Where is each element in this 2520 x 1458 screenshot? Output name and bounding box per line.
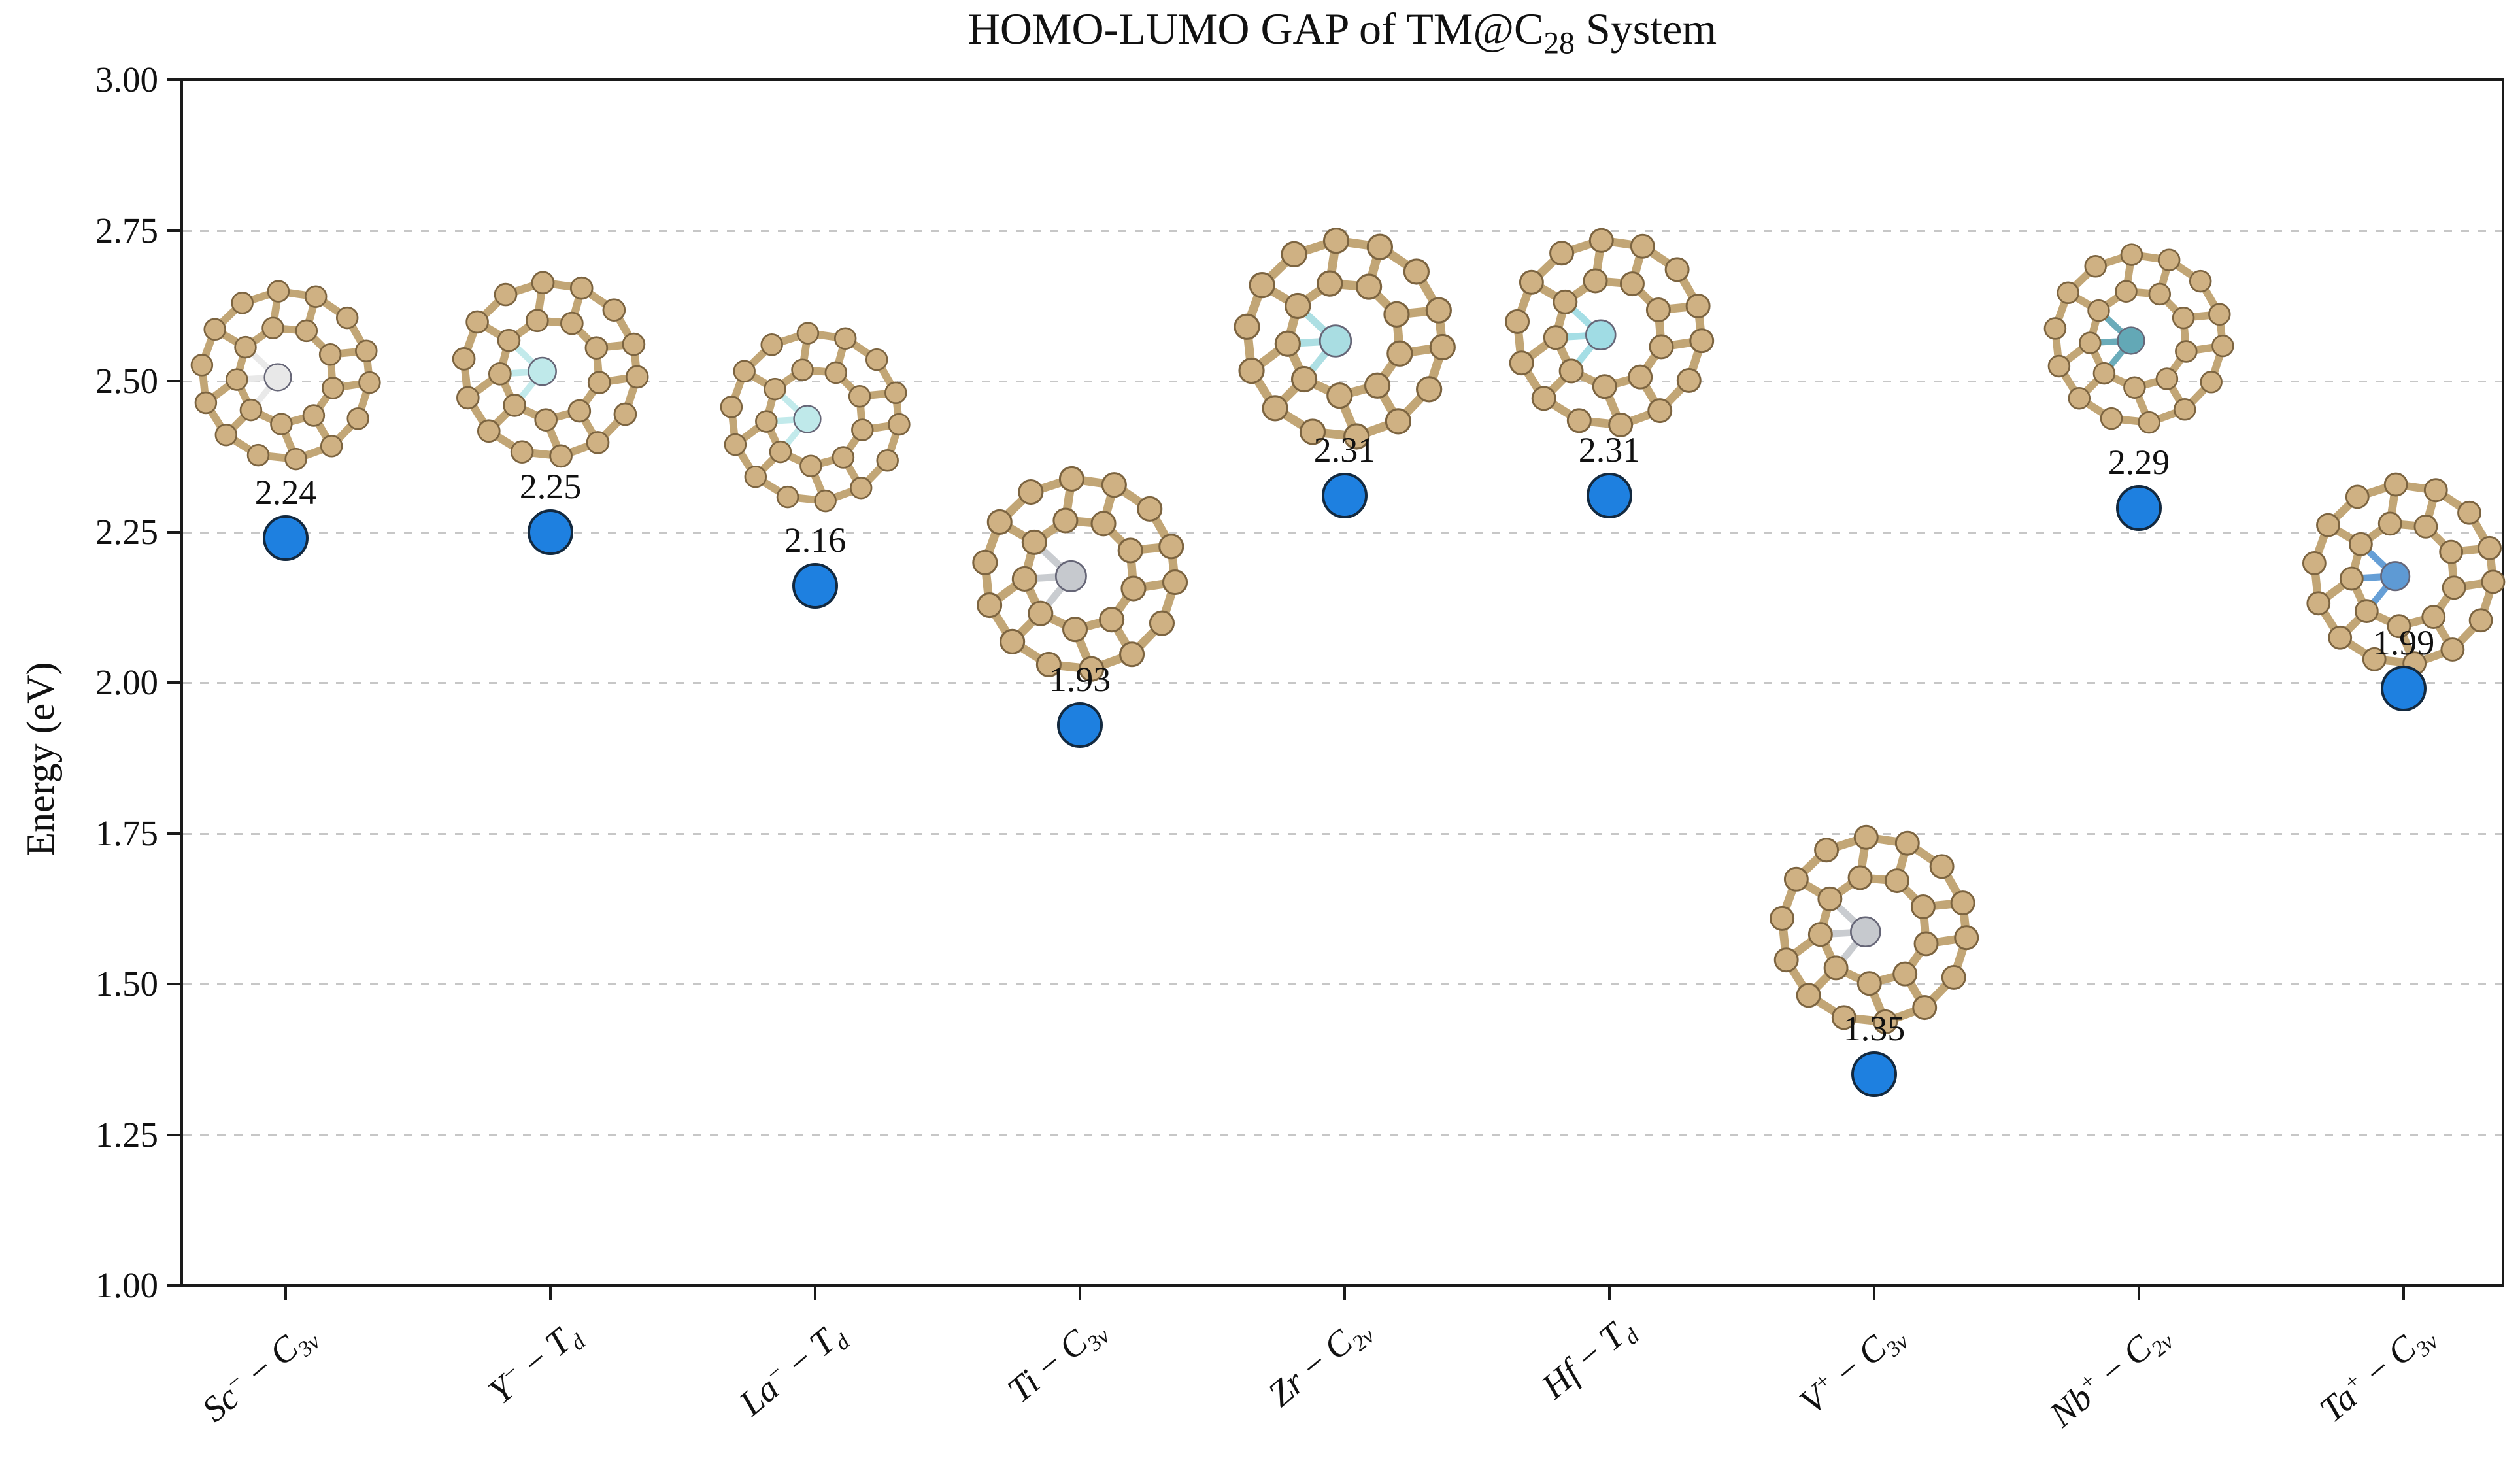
data-point-marker <box>2116 484 2162 531</box>
data-point-value-label: 2.25 <box>519 466 582 506</box>
data-point-marker <box>528 509 573 555</box>
molecule-structure <box>717 319 913 515</box>
molecule-structure <box>1502 225 1717 441</box>
molecule-structure <box>188 277 384 473</box>
data-point-marker <box>1851 1051 1897 1098</box>
y-tick-label: 1.75 <box>95 813 158 853</box>
gridline <box>183 531 2502 534</box>
x-tick-label: Ti − C3v <box>1000 1321 1115 1411</box>
y-tick-label: 1.00 <box>95 1265 158 1305</box>
gridline <box>183 682 2502 684</box>
chart-title: HOMO-LUMO GAP of TM@C28 System <box>182 3 2503 70</box>
data-point-marker <box>1587 473 1632 519</box>
molecule-structure <box>2041 241 2237 437</box>
x-tick-label: V+ − C3v <box>1792 1327 1914 1422</box>
data-point-value-label: 2.31 <box>1313 430 1376 470</box>
y-tick <box>167 983 180 985</box>
x-tick-label: La− − Td <box>731 1321 855 1423</box>
x-tick-label: Zr − C2v <box>1260 1321 1380 1414</box>
x-tick <box>1873 1285 1875 1300</box>
y-axis-label: Energy (eV) <box>19 662 62 856</box>
x-tick-label: Y− − Td <box>480 1321 590 1412</box>
data-point-value-label: 2.29 <box>2108 442 2170 482</box>
x-tick <box>1079 1285 1081 1300</box>
molecule-structure <box>1766 822 1982 1038</box>
data-point-marker <box>1322 473 1368 519</box>
x-tick-label: Sc− − C3v <box>194 1327 326 1430</box>
chart-title-prefix: HOMO-LUMO GAP of TM@C <box>967 4 1544 54</box>
data-point-value-label: 1.99 <box>2372 623 2435 663</box>
x-tick-label: Ta+ − C3v <box>2311 1327 2444 1431</box>
chart-title-suffix: System <box>1574 4 1717 54</box>
x-tick-label: Hf − Td <box>1534 1315 1645 1407</box>
gridline <box>183 983 2502 985</box>
gridline <box>183 1134 2502 1136</box>
y-tick <box>167 832 180 835</box>
x-tick-label: Nb+ − C2v <box>2041 1327 2179 1435</box>
x-tick <box>1343 1285 1346 1300</box>
y-tick-label: 3.00 <box>95 59 158 99</box>
x-tick <box>2402 1285 2405 1300</box>
data-point-value-label: 2.31 <box>1578 430 1641 470</box>
chart-title-subscript: 28 <box>1543 26 1575 61</box>
molecule-structure <box>449 268 652 471</box>
y-tick-label: 1.50 <box>95 964 158 1004</box>
gridline <box>183 832 2502 835</box>
y-tick-label: 2.75 <box>95 210 158 250</box>
molecule-structure <box>1230 224 1459 453</box>
y-tick-label: 2.50 <box>95 361 158 401</box>
y-tick <box>167 229 180 232</box>
gridline <box>183 381 2502 382</box>
x-tick <box>284 1285 287 1300</box>
x-tick <box>814 1285 816 1300</box>
data-point-marker <box>792 563 838 609</box>
y-tick <box>167 681 180 684</box>
x-tick <box>549 1285 552 1300</box>
data-point-value-label: 1.35 <box>1843 1009 1906 1049</box>
y-tick <box>167 1284 180 1287</box>
data-point-marker <box>2381 666 2427 712</box>
y-tick <box>167 78 180 81</box>
x-tick <box>1608 1285 1611 1300</box>
plot-area <box>180 78 2504 1287</box>
data-point-marker <box>263 515 309 561</box>
y-tick <box>167 530 180 534</box>
y-tick-label: 2.00 <box>95 662 158 702</box>
y-tick-label: 2.25 <box>95 511 158 552</box>
data-point-value-label: 2.24 <box>254 472 317 512</box>
y-tick-label: 1.25 <box>95 1114 158 1155</box>
y-tick <box>167 380 180 382</box>
molecule-structure <box>969 463 1191 685</box>
data-point-value-label: 2.16 <box>784 520 847 560</box>
y-tick <box>167 1133 180 1136</box>
data-point-value-label: 1.93 <box>1049 659 1111 699</box>
x-tick <box>2138 1285 2140 1300</box>
data-point-marker <box>1057 702 1103 748</box>
